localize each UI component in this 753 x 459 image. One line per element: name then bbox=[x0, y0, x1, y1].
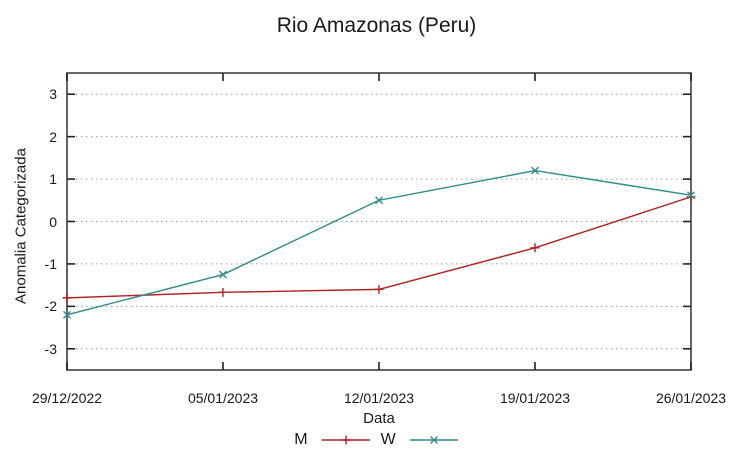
series-W-marker bbox=[375, 196, 383, 205]
y-tick-label: 0 bbox=[49, 213, 57, 230]
series-W-marker bbox=[63, 310, 71, 319]
legend-line-sample bbox=[409, 436, 458, 444]
x-tick-label: 26/01/2023 bbox=[655, 390, 727, 406]
x-axis-label: Data bbox=[363, 410, 395, 427]
series-W-marker bbox=[687, 191, 695, 200]
legend-marker-plus-icon bbox=[341, 435, 351, 445]
y-tick-label: -3 bbox=[44, 340, 57, 357]
x-tick-label: 12/01/2023 bbox=[343, 390, 415, 406]
series-M-marker bbox=[530, 243, 540, 253]
legend-item-W: W bbox=[381, 431, 459, 449]
x-tick-label: 19/01/2023 bbox=[499, 390, 571, 406]
legend-item-label: M bbox=[294, 431, 308, 448]
legend-marker-cross-icon bbox=[429, 436, 438, 444]
x-tick-label: 29/12/2022 bbox=[31, 390, 103, 406]
x-tick-label: 05/01/2023 bbox=[187, 390, 259, 406]
y-tick-label: -2 bbox=[44, 298, 57, 315]
legend-line-sample bbox=[321, 435, 370, 445]
legend-item-label: W bbox=[380, 431, 396, 448]
chart-title: Rio Amazonas (Peru) bbox=[276, 14, 477, 37]
series-M-marker bbox=[374, 284, 384, 294]
series-M-marker bbox=[218, 287, 228, 297]
y-tick-label: 3 bbox=[49, 86, 57, 103]
legend-item-M: M bbox=[294, 431, 370, 449]
series-M-line bbox=[66, 196, 692, 299]
y-tick-label: 1 bbox=[49, 171, 57, 188]
series-W-marker bbox=[531, 166, 539, 175]
series-M-marker bbox=[62, 293, 72, 303]
series-W-marker bbox=[219, 270, 227, 279]
y-tick-label: 2 bbox=[49, 128, 57, 145]
series-M-marker bbox=[686, 192, 696, 202]
y-tick-label: -1 bbox=[44, 255, 57, 272]
